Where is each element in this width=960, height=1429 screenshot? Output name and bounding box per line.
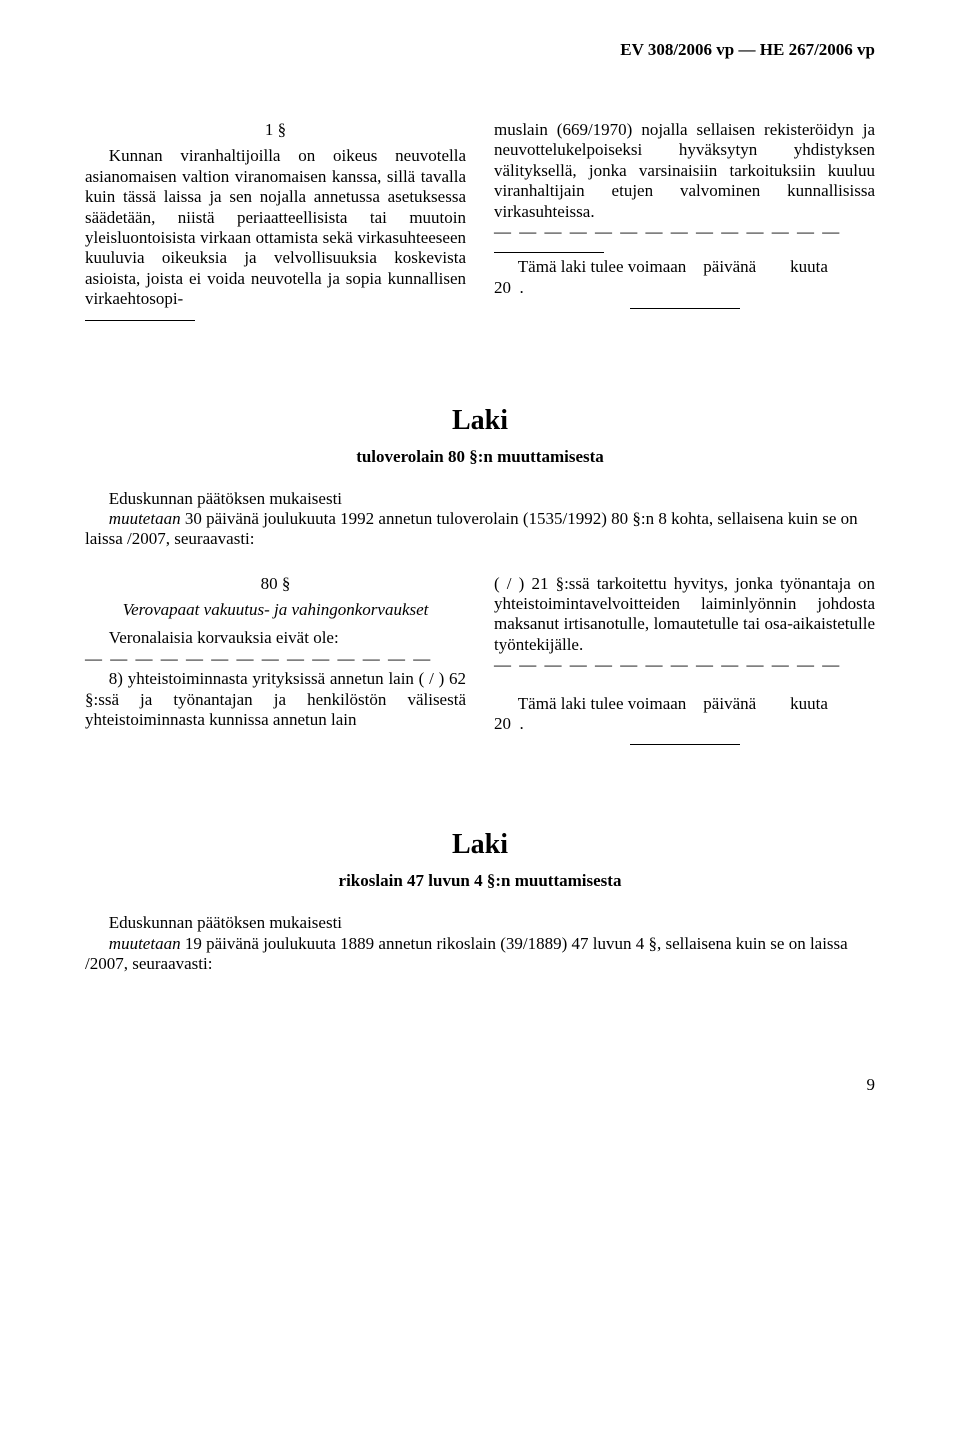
rule-after-col1 — [85, 320, 195, 321]
law2-columns: 80 § Verovapaat vakuutus- ja vahingonkor… — [85, 574, 875, 750]
law3-intro-rest: 19 päivänä joulukuuta 1889 annetun rikos… — [85, 934, 848, 973]
law2-col2-text: ( / ) 21 §:ssä tarkoitettu hyvitys, jonk… — [494, 574, 875, 656]
spacer — [494, 676, 875, 694]
law2-right-col: ( / ) 21 §:ssä tarkoitettu hyvitys, jonk… — [494, 574, 875, 750]
rule-after-effective-1 — [630, 308, 740, 309]
law2-secnum: 80 § — [85, 574, 466, 594]
law2-intro-line2: muutetaan 30 päivänä joulukuuta 1992 ann… — [85, 509, 875, 550]
section-1-right-text: muslain (669/1970) nojalla sellaisen rek… — [494, 120, 875, 222]
section-1-right-col: muslain (669/1970) nojalla sellaisen rek… — [494, 120, 875, 325]
section-1-columns: 1 § Kunnan viranhaltijoilla on oikeus ne… — [85, 120, 875, 325]
rule-before-effective-1 — [494, 252, 604, 253]
law3-intro-muutetaan: muutetaan — [109, 934, 181, 953]
law2-col1-line1: Veronalaisia korvauksia eivät ole: — [85, 628, 466, 648]
law2-intro: Eduskunnan päätöksen mukaisesti muutetaa… — [85, 489, 875, 550]
law2-col1-text: 8) yhteistoiminnasta yrityksissä annetun… — [85, 669, 466, 730]
law2-col1-dashes: — — — — — — — — — — — — — — — [85, 649, 466, 669]
section-1-dashes: — — — — — — — — — — — — — — — [494, 222, 875, 242]
law3-subtitle: rikoslain 47 luvun 4 §:n muuttamisesta — [85, 871, 875, 891]
law2-title: Laki — [85, 405, 875, 437]
law3-intro: Eduskunnan päätöksen mukaisesti muutetaa… — [85, 913, 875, 974]
law2-left-col: 80 § Verovapaat vakuutus- ja vahingonkor… — [85, 574, 466, 750]
law2-col2-dashes: — — — — — — — — — — — — — — — [494, 655, 875, 675]
law2-effective: Tämä laki tulee voimaan päivänä kuuta 20… — [494, 694, 875, 735]
law3-title: Laki — [85, 829, 875, 861]
section-1-left-text: Kunnan viranhaltijoilla on oikeus neuvot… — [85, 146, 466, 309]
law2-intro-rest: 30 päivänä joulukuuta 1992 annetun tulov… — [85, 509, 858, 548]
section-1-left-col: 1 § Kunnan viranhaltijoilla on oikeus ne… — [85, 120, 466, 325]
doc-header: EV 308/2006 vp — HE 267/2006 vp — [85, 40, 875, 60]
law2-intro-muutetaan: muutetaan — [109, 509, 181, 528]
rule-after-effective-2 — [630, 744, 740, 745]
law2-intro-line1: Eduskunnan päätöksen mukaisesti — [85, 489, 875, 509]
section-1-number: 1 § — [85, 120, 466, 140]
law2-sectitle: Verovapaat vakuutus- ja vahingonkorvauks… — [85, 600, 466, 620]
law2-subtitle: tuloverolain 80 §:n muuttamisesta — [85, 447, 875, 467]
law3-intro-line2: muutetaan 19 päivänä joulukuuta 1889 ann… — [85, 934, 875, 975]
section-1-effective: Tämä laki tulee voimaan päivänä kuuta 20… — [494, 257, 875, 298]
page-number: 9 — [85, 1075, 875, 1095]
law3-intro-line1: Eduskunnan päätöksen mukaisesti — [85, 913, 875, 933]
